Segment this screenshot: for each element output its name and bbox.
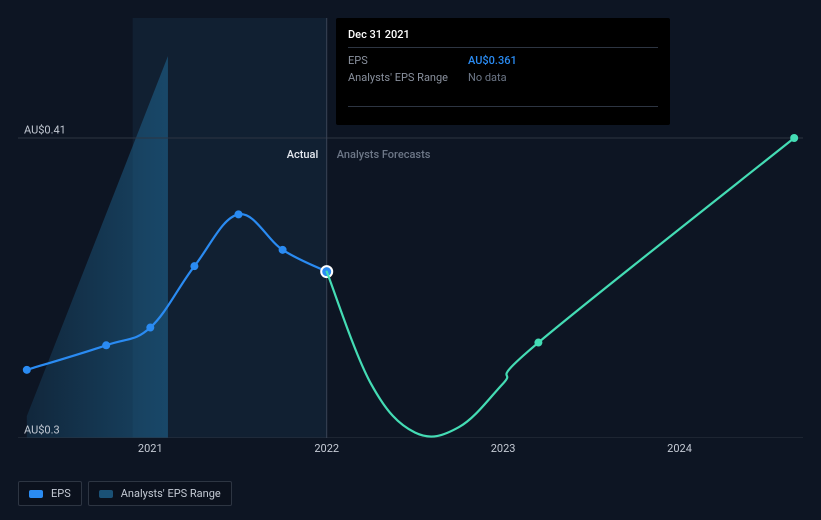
- plot-area[interactable]: AU$0.41AU$0.3 2021202220232024 ActualAna…: [18, 18, 803, 438]
- swatch-icon: [29, 490, 43, 498]
- tooltip-row: Analysts' EPS RangeNo data: [348, 71, 658, 84]
- tooltip-value: No data: [468, 71, 507, 84]
- chart-tooltip: Dec 31 2021 EPSAU$0.361Analysts' EPS Ran…: [336, 18, 670, 125]
- y-axis-label: AU$0.41: [24, 124, 66, 137]
- divider: [348, 106, 658, 107]
- swatch-icon: [99, 490, 113, 498]
- legend-label: EPS: [51, 487, 71, 500]
- chart-legend: EPS Analysts' EPS Range: [18, 481, 232, 506]
- divider: [348, 47, 658, 48]
- x-axis-label: 2021: [138, 442, 163, 455]
- legend-label: Analysts' EPS Range: [121, 487, 221, 500]
- y-axis-label: AU$0.3: [24, 424, 60, 437]
- legend-item-eps-range[interactable]: Analysts' EPS Range: [88, 481, 232, 506]
- section-label-forecast: Analysts Forecasts: [337, 148, 431, 161]
- eps-chart: AU$0.41AU$0.3 2021202220232024 ActualAna…: [18, 18, 803, 438]
- section-label-actual: Actual: [287, 148, 319, 161]
- x-axis-label: 2022: [314, 442, 339, 455]
- x-axis-label: 2024: [667, 442, 692, 455]
- x-axis-label: 2023: [491, 442, 516, 455]
- tooltip-key: Analysts' EPS Range: [348, 71, 468, 84]
- legend-item-eps[interactable]: EPS: [18, 481, 82, 506]
- tooltip-value: AU$0.361: [468, 54, 517, 67]
- tooltip-row: EPSAU$0.361: [348, 54, 658, 67]
- tooltip-key: EPS: [348, 54, 468, 67]
- tooltip-date: Dec 31 2021: [348, 28, 658, 41]
